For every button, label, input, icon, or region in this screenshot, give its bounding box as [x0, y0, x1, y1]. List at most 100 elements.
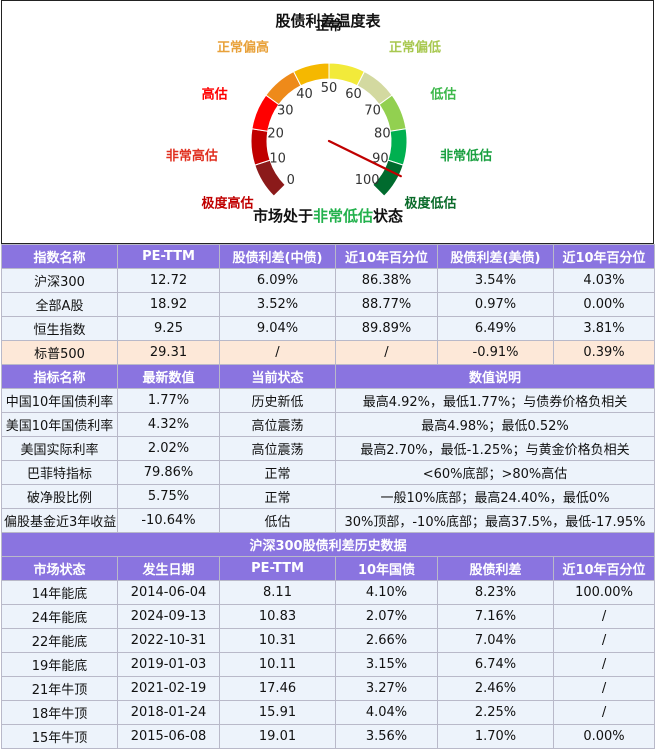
indicator-cell: 4.32%	[117, 412, 220, 437]
indicator-header-cell: 指标名称	[1, 364, 118, 389]
gauge-zone-label: 正常偏高	[217, 39, 269, 55]
history-cell: 3.15%	[335, 652, 438, 677]
history-row: 19年能底 2019-01-03 10.11 3.15% 6.74% /	[1, 652, 655, 677]
indicator-cell: -10.64%	[117, 508, 220, 533]
indicator-cell: 巴菲特指标	[1, 460, 118, 485]
indicator-cell: 最高4.92%，最低1.77%；与债券价格负相关	[335, 388, 655, 413]
history-cell: 10.83	[219, 604, 336, 629]
history-title: 沪深300股债利差历史数据	[0, 532, 655, 557]
index-spread-cell: 29.31	[117, 340, 220, 365]
gauge-zone-label: 低估	[429, 86, 456, 102]
index-spread-cell: 恒生指数	[1, 316, 118, 341]
gauge-segments	[250, 62, 408, 197]
history-cell: /	[552, 652, 655, 677]
indicator-table: 指标名称 最新数值 当前状态 数值说明 中国10年国债利率 1.77% 历史新低 最高4.92…	[1, 364, 655, 533]
index-spread-cell: 6.09%	[219, 268, 336, 293]
history-cell: 0.00%	[552, 724, 655, 749]
history-cell: 24年能底	[1, 604, 118, 629]
indicator-header-cell: 当前状态	[219, 364, 336, 389]
history-cell: 1.70%	[437, 724, 554, 749]
gauge-zone-label: 极度高估	[201, 195, 253, 211]
gauge-zone-label: 正常	[316, 18, 342, 34]
gauge-title: 股债利差温度表	[275, 12, 381, 30]
indicator-row: 中国10年国债利率 1.77% 历史新低 最高4.92%，最低1.77%；与债券价格负…	[1, 388, 655, 413]
history-cell: 2022-10-31	[117, 628, 220, 653]
indicator-row: 破净股比例 5.75% 正常 一般10%底部；最高24.40%，最低0%	[1, 484, 655, 509]
indicator-cell: 偏股基金近3年收益	[1, 508, 118, 533]
history-cell: 8.23%	[437, 580, 554, 605]
history-header-cell: 10年国债	[335, 556, 438, 581]
gauge-panel: 股债利差温度表 0 10 20 30 40 50 60 70 80 90 100 极度高估 非常高估高…	[1, 0, 654, 244]
history-header-cell: 近10年百分位	[552, 556, 655, 581]
history-cell: /	[552, 604, 655, 629]
gauge-segment-9	[372, 159, 404, 197]
gauge-zone-label: 极度低估	[405, 195, 457, 211]
index-spread-header-cell: 股债利差(中债)	[219, 244, 336, 269]
history-title-row: 沪深300股债利差历史数据	[0, 532, 655, 557]
history-cell: 17.46	[219, 676, 336, 701]
gauge-status: 市场处于非常低估状态	[253, 207, 403, 225]
history-cell: 15.91	[219, 700, 336, 725]
history-cell: 2.25%	[437, 700, 554, 725]
history-header-cell: 市场状态	[1, 556, 118, 581]
indicator-cell: <60%底部；>80%高估	[335, 460, 655, 485]
gauge-tick-label: 100	[355, 173, 380, 188]
indicator-cell: 中国10年国债利率	[1, 388, 118, 413]
history-header-cell: PE-TTM	[219, 556, 336, 581]
index-spread-cell: 3.54%	[437, 268, 554, 293]
gauge-zone-label: 高估	[202, 86, 228, 102]
indicator-header-row: 指标名称 最新数值 当前状态 数值说明	[1, 364, 655, 389]
gauge-zone-label: 非常低估	[440, 148, 492, 164]
gauge-needle	[327, 139, 402, 178]
index-spread-cell: 沪深300	[1, 268, 118, 293]
index-spread-row: 全部A股 18.92 3.52% 88.77% 0.97% 0.00%	[1, 292, 655, 317]
history-cell: 10.11	[219, 652, 336, 677]
index-spread-row: 标普500 29.31// -0.91% 0.39%	[1, 340, 655, 365]
history-cell: 2.46%	[437, 676, 554, 701]
index-spread-row: 沪深300 12.72 6.09% 86.38% 3.54% 4.03%	[1, 268, 655, 293]
index-spread-cell: 18.92	[117, 292, 220, 317]
history-cell: 3.27%	[335, 676, 438, 701]
history-cell: 21年牛顶	[1, 676, 118, 701]
indicator-cell: 高位震荡	[219, 436, 336, 461]
index-spread-header-cell: PE-TTM	[117, 244, 220, 269]
index-spread-header-row: 指数名称 PE-TTM 股债利差(中债) 近10年百分位 股债利差(美债) 近10年百分位	[1, 244, 655, 269]
history-cell: /	[552, 700, 655, 725]
history-cell: 2015-06-08	[117, 724, 220, 749]
indicator-row: 偏股基金近3年收益 -10.64% 低估 30%顶部，-10%底部；最高37.5%，最…	[1, 508, 655, 533]
index-spread-cell: 9.25	[117, 316, 220, 341]
gauge-tick-label: 50	[321, 81, 338, 96]
history-cell: 2019-01-03	[117, 652, 220, 677]
history-cell: 19年能底	[1, 652, 118, 677]
history-cell: /	[552, 628, 655, 653]
gauge-status-value: 非常低估	[313, 207, 373, 225]
indicator-cell: 历史新低	[219, 388, 336, 413]
indicator-header-cell: 最新数值	[117, 364, 220, 389]
history-cell: 10.31	[219, 628, 336, 653]
indicator-cell: 美国10年国债利率	[1, 412, 118, 437]
history-cell: 7.16%	[437, 604, 554, 629]
history-cell: 6.74%	[437, 652, 554, 677]
history-cell: 14年能底	[1, 580, 118, 605]
index-spread-header-cell: 股债利差(美债)	[437, 244, 554, 269]
index-spread-cell: 0.39%	[553, 340, 655, 365]
history-cell: 19.01	[219, 724, 336, 749]
gauge-tick-label: 0	[287, 173, 295, 188]
indicator-cell: 正常	[219, 484, 336, 509]
index-spread-header-cell: 近10年百分位	[335, 244, 438, 269]
history-cell: 100.00%	[552, 580, 655, 605]
indicator-row: 巴菲特指标 79.86% 正常 <60%底部；>80%高估	[1, 460, 655, 485]
indicator-cell: 低估	[219, 508, 336, 533]
indicator-cell: 最高2.70%，最低-1.25%；与黄金价格负相关	[335, 436, 655, 461]
history-row: 15年牛顶 2015-06-08 19.01 3.56% 1.70% 0.00%	[1, 724, 655, 749]
history-row: 21年牛顶 2021-02-19 17.46 3.27% 2.46% /	[1, 676, 655, 701]
gauge-tick-label: 80	[374, 127, 391, 142]
history-cell: 15年牛顶	[1, 724, 118, 749]
history-row: 18年牛顶 2018-01-24 15.91 4.04% 2.25% /	[1, 700, 655, 725]
gauge-segment-8	[387, 128, 408, 166]
indicator-cell: 5.75%	[117, 484, 220, 509]
index-spread-table: 指数名称 PE-TTM 股债利差(中债) 近10年百分位 股债利差(美债) 近10年百分位…	[1, 244, 655, 365]
gauge-tick-label: 20	[267, 127, 284, 142]
